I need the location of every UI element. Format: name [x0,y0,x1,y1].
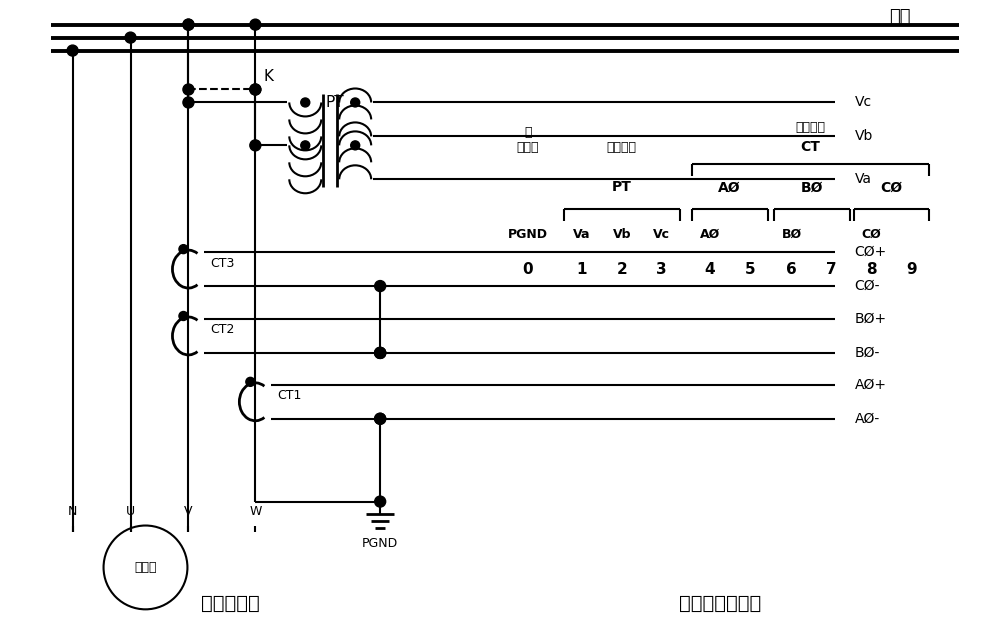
Text: 6: 6 [786,261,797,276]
Circle shape [183,19,194,30]
Text: PT: PT [326,95,345,110]
Text: 速度控制器部分: 速度控制器部分 [679,594,761,613]
Circle shape [375,496,386,507]
Text: BØ+: BØ+ [855,312,887,326]
Circle shape [375,348,386,358]
Text: 8: 8 [866,261,877,276]
Circle shape [375,413,386,424]
Text: BØ: BØ [782,228,802,241]
Text: Vc: Vc [653,228,670,241]
Circle shape [351,98,360,107]
Text: Vb: Vb [855,129,873,144]
Circle shape [179,245,188,253]
Circle shape [301,141,310,150]
Text: 接发电机: 接发电机 [607,141,637,154]
Text: CT2: CT2 [210,323,235,336]
Circle shape [183,84,194,95]
Text: BØ-: BØ- [855,346,880,360]
Text: 1: 1 [577,261,587,276]
Text: V: V [184,505,193,518]
Text: CT1: CT1 [277,389,302,402]
Circle shape [67,45,78,56]
Text: CØ+: CØ+ [855,245,887,259]
Text: 电网: 电网 [889,7,910,26]
Text: 接发电机: 接发电机 [796,121,826,134]
Circle shape [351,141,360,150]
Circle shape [375,281,386,291]
Circle shape [183,19,194,30]
Text: 0: 0 [523,261,533,276]
Text: CØ: CØ [880,180,903,194]
Circle shape [250,19,261,30]
Text: CT: CT [801,140,821,154]
Text: Va: Va [573,228,591,241]
Text: K: K [263,69,273,84]
Text: AØ: AØ [718,180,741,194]
Text: 9: 9 [906,261,917,276]
Text: 7: 7 [826,261,837,276]
Text: AØ+: AØ+ [855,378,887,392]
Text: CØ: CØ [862,228,881,241]
Text: Vb: Vb [613,228,631,241]
Text: AØ-: AØ- [855,412,880,426]
Circle shape [183,97,194,108]
Circle shape [375,413,386,424]
Text: AØ: AØ [700,228,720,241]
Text: 4: 4 [704,261,715,276]
Text: 发电机部分: 发电机部分 [201,594,260,613]
Text: CT3: CT3 [210,256,235,270]
Text: 3: 3 [656,261,667,276]
Circle shape [250,140,261,151]
Circle shape [301,98,310,107]
Text: PGND: PGND [362,537,398,550]
Text: BØ: BØ [800,180,823,194]
Text: W: W [249,505,262,518]
Circle shape [246,378,255,386]
Text: PT: PT [612,180,632,194]
Circle shape [250,84,261,95]
Text: 5: 5 [744,261,755,276]
Text: 2: 2 [616,261,627,276]
Text: U: U [126,505,135,518]
Circle shape [375,348,386,358]
Circle shape [125,32,136,43]
Circle shape [250,84,261,95]
Circle shape [375,348,386,358]
Text: 接壳体: 接壳体 [517,141,539,154]
Text: N: N [68,505,77,518]
Text: Va: Va [855,172,872,187]
Text: 发电机: 发电机 [134,561,157,574]
Text: PGND: PGND [508,228,548,241]
Text: CØ-: CØ- [855,279,880,293]
Circle shape [179,311,188,321]
Text: 地: 地 [524,126,532,139]
Text: Vc: Vc [855,95,872,109]
